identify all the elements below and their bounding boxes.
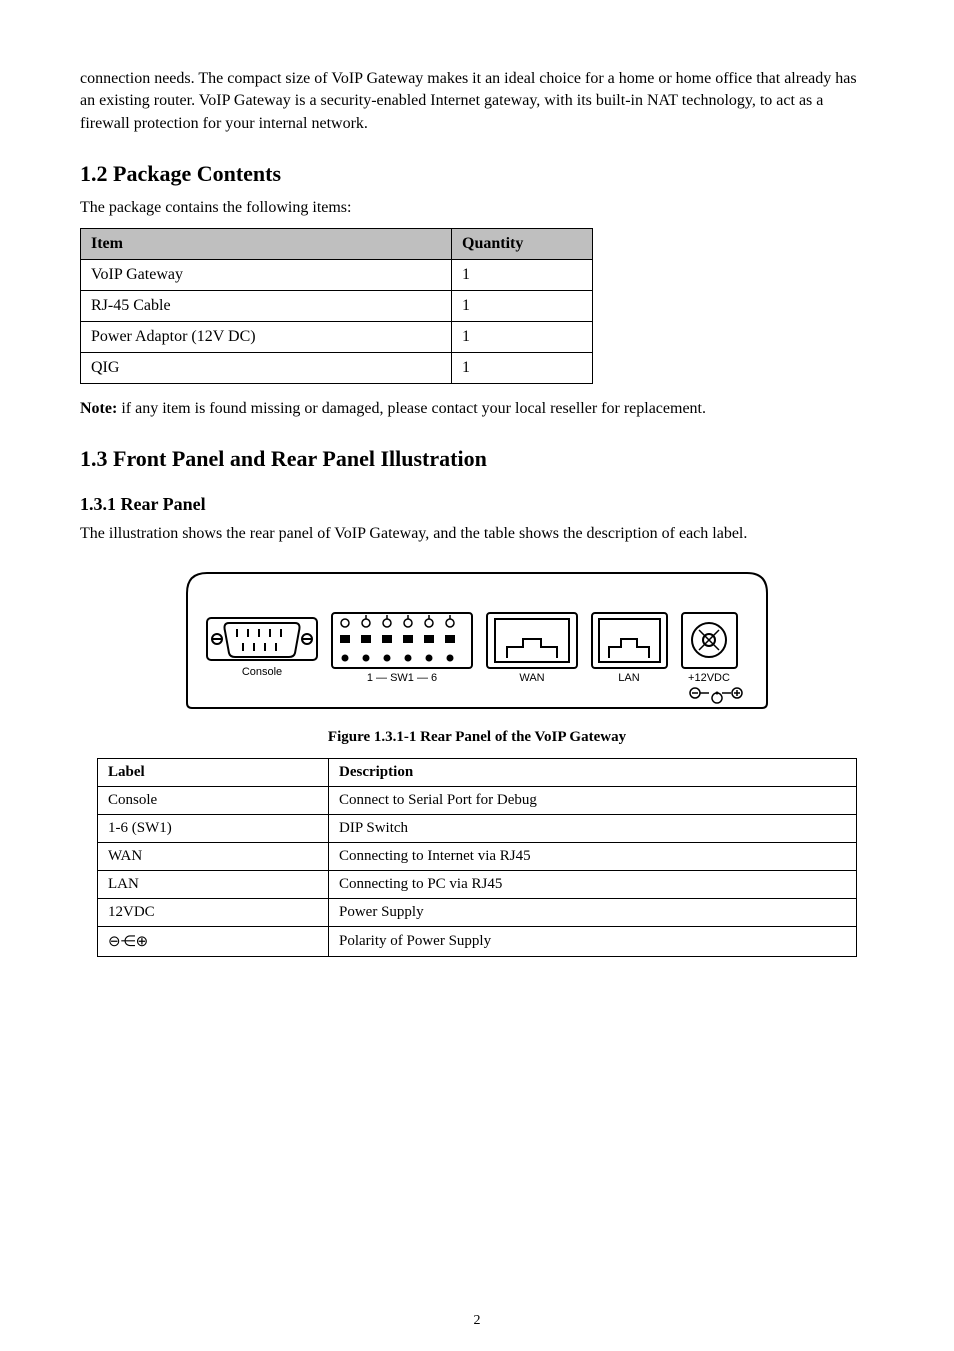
th-desc: Description bbox=[329, 759, 857, 787]
table-row: Power Adaptor (12V DC) 1 bbox=[81, 321, 593, 352]
package-note: Note: if any item is found missing or da… bbox=[80, 398, 874, 420]
cell-qty: 1 bbox=[452, 352, 593, 383]
cell-item: RJ-45 Cable bbox=[81, 290, 452, 321]
wan-label: WAN bbox=[519, 672, 544, 684]
table-header-row: Item Quantity bbox=[81, 228, 593, 259]
power-label: +12VDC bbox=[688, 672, 730, 684]
cell-label: 1-6 (SW1) bbox=[98, 815, 329, 843]
cell-desc: Power Supply bbox=[329, 899, 857, 927]
cell-desc: DIP Switch bbox=[329, 815, 857, 843]
cell-item: Power Adaptor (12V DC) bbox=[81, 321, 452, 352]
cell-qty: 1 bbox=[452, 290, 593, 321]
rear-panel-figure: Console bbox=[177, 563, 777, 723]
cell-label: Console bbox=[98, 787, 329, 815]
table-row: VoIP Gateway 1 bbox=[81, 259, 593, 290]
cell-label: ⊖⋲⊕ bbox=[98, 927, 329, 957]
rear-panel-label-table: Label Description Console Connect to Ser… bbox=[97, 758, 857, 957]
package-table: Item Quantity VoIP Gateway 1 RJ-45 Cable… bbox=[80, 228, 593, 384]
cell-desc: Polarity of Power Supply bbox=[329, 927, 857, 957]
note-body: if any item is found missing or damaged,… bbox=[117, 400, 706, 417]
dip-label: 1 — SW1 — 6 bbox=[367, 672, 437, 684]
heading-package-contents: 1.2 Package Contents bbox=[80, 161, 874, 187]
table-row: 12VDC Power Supply bbox=[98, 899, 857, 927]
table-header-row: Label Description bbox=[98, 759, 857, 787]
table-row: 1-6 (SW1) DIP Switch bbox=[98, 815, 857, 843]
table-row: LAN Connecting to PC via RJ45 bbox=[98, 871, 857, 899]
table-row: QIG 1 bbox=[81, 352, 593, 383]
console-label: Console bbox=[242, 666, 282, 678]
heading-rear-panel: 1.3.1 Rear Panel bbox=[80, 494, 874, 515]
heading-panel-illustration: 1.3 Front Panel and Rear Panel Illustrat… bbox=[80, 446, 874, 472]
cell-label: WAN bbox=[98, 843, 329, 871]
cell-item: VoIP Gateway bbox=[81, 259, 452, 290]
lan-label: LAN bbox=[618, 672, 639, 684]
cell-item: QIG bbox=[81, 352, 452, 383]
package-intro: The package contains the following items… bbox=[80, 197, 874, 219]
page-number: 2 bbox=[0, 1313, 954, 1329]
cell-desc: Connecting to Internet via RJ45 bbox=[329, 843, 857, 871]
note-label: Note: bbox=[80, 400, 117, 417]
table-row: Console Connect to Serial Port for Debug bbox=[98, 787, 857, 815]
cell-label: 12VDC bbox=[98, 899, 329, 927]
rear-panel-paragraph: The illustration shows the rear panel of… bbox=[80, 523, 874, 545]
cell-qty: 1 bbox=[452, 321, 593, 352]
cell-qty: 1 bbox=[452, 259, 593, 290]
cell-desc: Connecting to PC via RJ45 bbox=[329, 871, 857, 899]
th-label: Label bbox=[98, 759, 329, 787]
th-qty: Quantity bbox=[452, 228, 593, 259]
cell-label: LAN bbox=[98, 871, 329, 899]
table-row: ⊖⋲⊕ Polarity of Power Supply bbox=[98, 927, 857, 957]
cell-desc: Connect to Serial Port for Debug bbox=[329, 787, 857, 815]
intro-paragraph: connection needs. The compact size of Vo… bbox=[80, 68, 874, 135]
th-item: Item bbox=[81, 228, 452, 259]
figure-caption: Figure 1.3.1-1 Rear Panel of the VoIP Ga… bbox=[80, 729, 874, 746]
table-row: WAN Connecting to Internet via RJ45 bbox=[98, 843, 857, 871]
table-row: RJ-45 Cable 1 bbox=[81, 290, 593, 321]
